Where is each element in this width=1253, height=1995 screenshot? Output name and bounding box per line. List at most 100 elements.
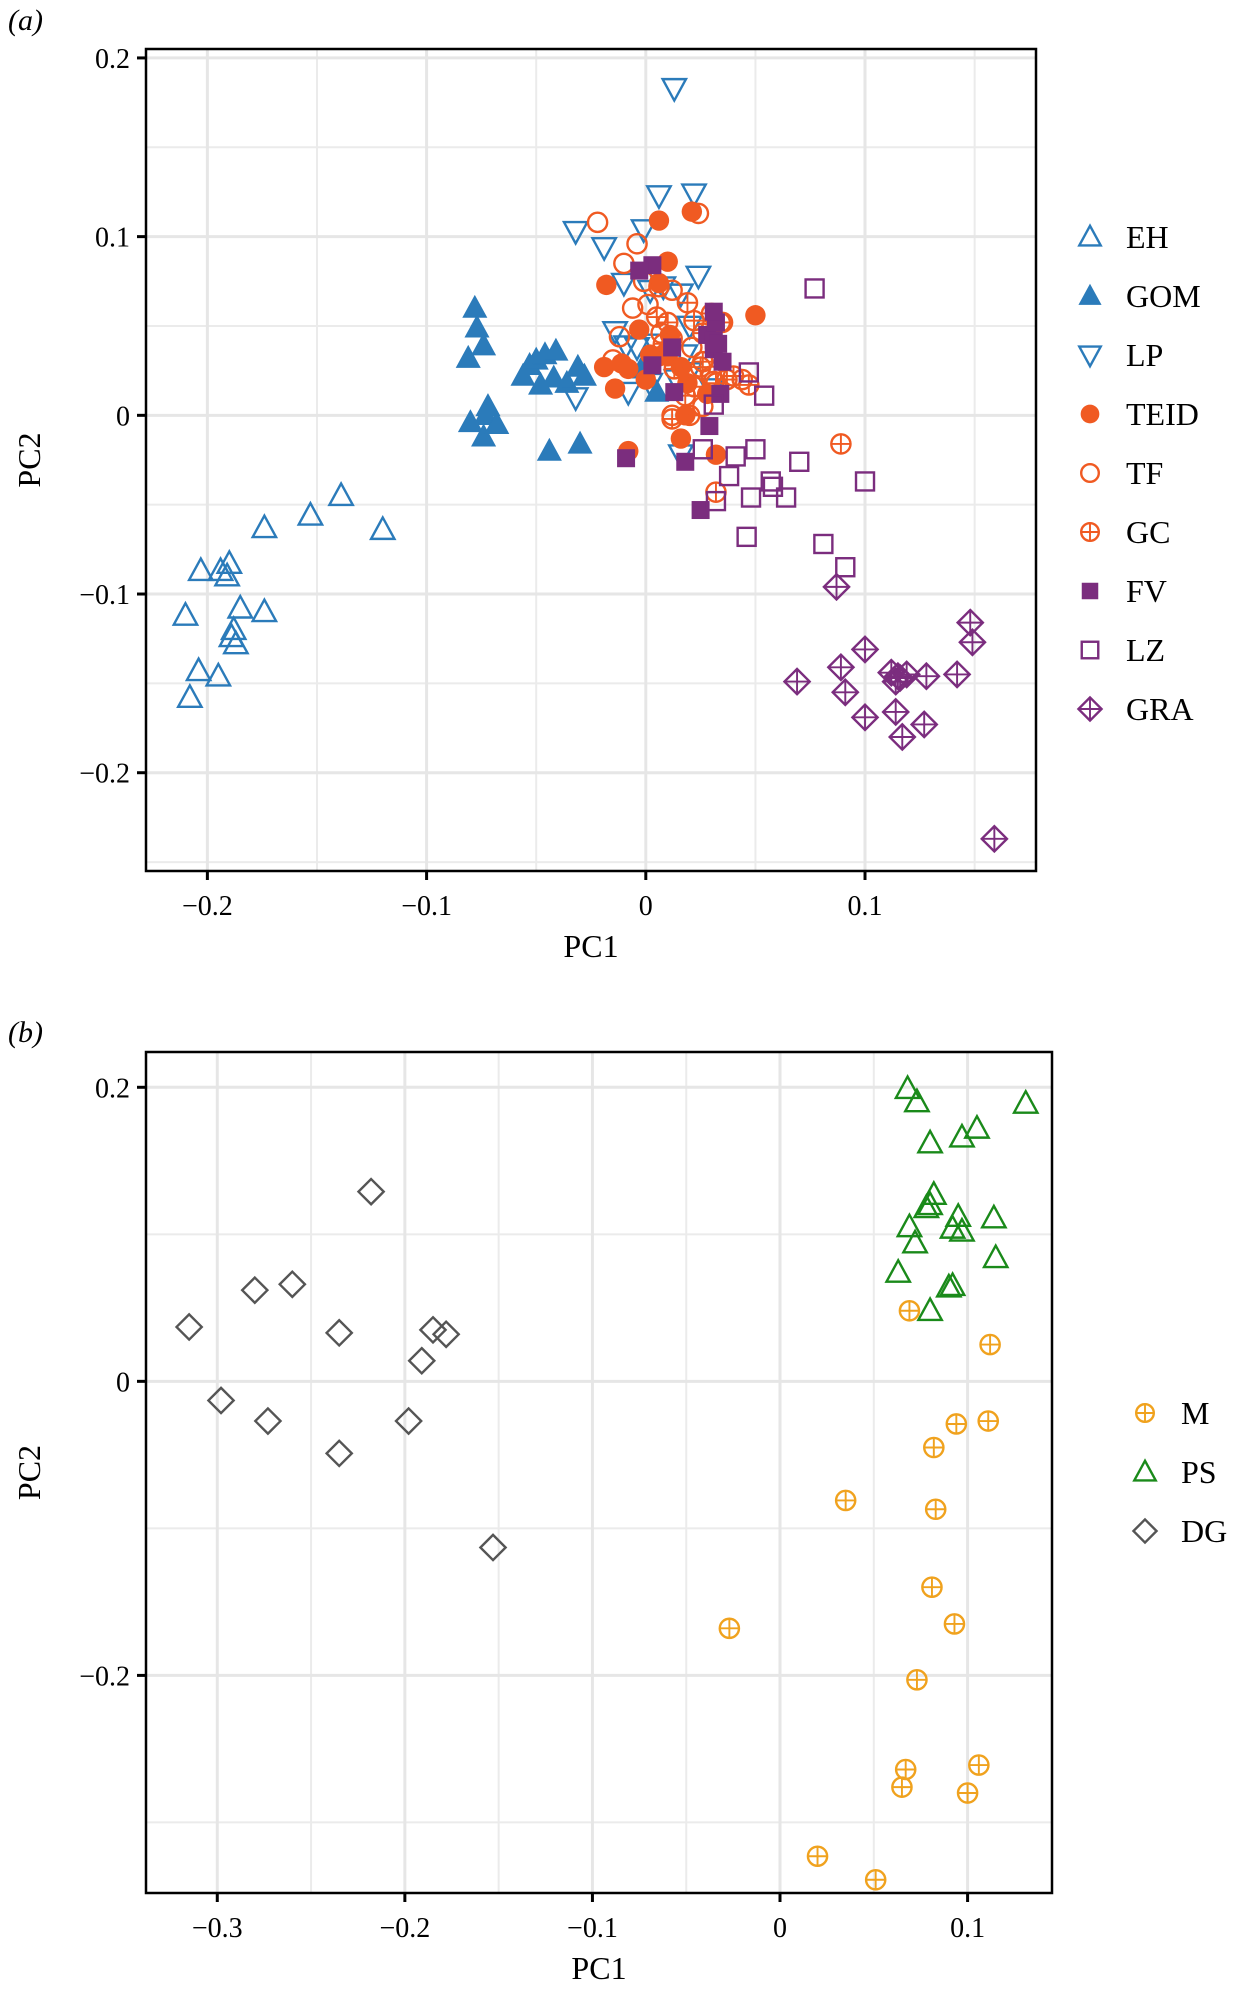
data-point-dg	[278, 1270, 307, 1299]
data-point-gra	[942, 660, 972, 689]
data-point-dg	[394, 1406, 423, 1436]
data-point-gom	[455, 344, 481, 368]
data-point-ps	[938, 1271, 967, 1297]
x-tick-label: 0	[773, 1913, 787, 1944]
data-point-ps	[912, 1193, 941, 1219]
data-point-lz	[736, 526, 757, 548]
legend-marker-ps-icon	[1132, 1458, 1158, 1482]
data-point-gra	[850, 635, 880, 664]
panel-a-ticks: −0.2 −0.1 0 0.1 −0.2 −0.1 0 0.1 0.2	[79, 44, 882, 922]
data-point-gom	[536, 437, 562, 461]
data-point-lz	[835, 557, 856, 578]
data-point-teid	[604, 378, 626, 399]
panel-a-points	[171, 77, 1009, 854]
data-point-fv	[711, 384, 730, 403]
data-point-eh	[215, 548, 244, 575]
data-point-ps	[884, 1257, 912, 1283]
data-point-ps	[935, 1272, 963, 1298]
legend-marker-lp-icon	[1077, 345, 1103, 369]
data-point-eh	[171, 600, 200, 626]
data-point-ps	[920, 1179, 948, 1205]
legend-item-gra: GRA	[1076, 691, 1194, 727]
data-point-tf	[687, 202, 710, 225]
data-point-fv	[709, 334, 728, 353]
legend-marker-gra-icon	[1076, 695, 1104, 723]
data-point-lz	[760, 471, 781, 492]
legend-marker-teid-icon	[1080, 404, 1100, 424]
legend-item-m: M	[1134, 1395, 1209, 1431]
data-point-dg	[431, 1319, 461, 1349]
data-point-tf	[626, 232, 648, 255]
data-point-gc	[661, 408, 683, 430]
data-point-eh	[250, 597, 279, 623]
data-point-lp	[680, 183, 708, 209]
panel-a-x-axis-title: PC1	[563, 928, 618, 964]
x-tick-label: −0.1	[401, 891, 452, 922]
data-point-dg	[407, 1346, 437, 1376]
data-point-lz	[718, 465, 740, 487]
legend-label: GC	[1126, 514, 1170, 550]
data-point-gom	[471, 423, 497, 447]
data-point-eh	[219, 615, 248, 641]
data-point-m	[979, 1333, 1001, 1356]
data-point-gc	[645, 306, 668, 328]
legend-item-ps: PS	[1132, 1454, 1217, 1490]
data-point-m	[891, 1776, 913, 1798]
data-point-fv	[713, 352, 732, 371]
data-point-fv	[676, 452, 695, 471]
data-point-m	[924, 1498, 947, 1521]
x-tick-label: −0.1	[567, 1913, 618, 1944]
legend-item-gom: GOM	[1078, 278, 1201, 314]
data-point-eh	[296, 500, 325, 526]
panel-b-grid	[146, 1052, 1052, 1893]
data-point-gra	[830, 678, 860, 707]
data-point-teid	[681, 201, 703, 222]
data-point-lz	[745, 439, 766, 460]
data-point-ps	[893, 1074, 922, 1100]
data-point-fv	[691, 501, 710, 520]
data-point-teid	[635, 369, 657, 390]
legend-marker-gom-icon	[1078, 283, 1102, 305]
data-point-ps	[963, 1113, 991, 1139]
y-tick-label: −0.1	[79, 580, 130, 611]
y-tick-label: 0	[116, 401, 130, 432]
data-point-fv	[663, 338, 682, 357]
y-tick-label: 0.2	[95, 44, 130, 75]
data-point-lp	[645, 185, 673, 211]
data-point-tf	[650, 322, 672, 344]
data-point-tf	[602, 349, 624, 371]
data-point-m	[834, 1489, 857, 1512]
legend-label: M	[1181, 1395, 1209, 1431]
data-point-lp	[561, 387, 590, 413]
data-point-dg	[324, 1318, 354, 1348]
panel-b-points	[174, 1074, 1040, 1891]
panel-b-legend: M PS DG	[1131, 1395, 1227, 1549]
legend-label: EH	[1126, 219, 1169, 255]
y-tick-label: −0.2	[79, 1661, 130, 1692]
panel-a-label: (a)	[8, 4, 43, 37]
data-point-dg	[253, 1406, 283, 1436]
y-tick-label: −0.2	[79, 759, 130, 790]
x-tick-label: 0.1	[848, 891, 883, 922]
data-point-ps	[948, 1216, 976, 1242]
data-point-fv	[665, 383, 684, 402]
data-point-lp	[684, 265, 713, 291]
data-point-tf	[586, 211, 609, 234]
x-tick-label: 0.1	[950, 1913, 985, 1944]
data-point-ps	[948, 1122, 976, 1148]
data-point-eh	[250, 513, 279, 539]
data-point-gra	[826, 652, 856, 682]
data-point-lz	[804, 278, 825, 299]
data-point-m	[977, 1410, 1000, 1432]
data-point-lp	[660, 77, 689, 104]
panel-b-ticks: −0.3 −0.2 −0.1 0 0.1 −0.2 0 0.2	[79, 1073, 985, 1944]
data-point-lp	[561, 220, 590, 247]
plot-background	[146, 49, 1036, 871]
panel-b: (b) −0.3 −0.2 −0.1 0 0.1 −0.2 0 0.2 PC1 PC2 M PS…	[8, 1016, 1227, 1986]
data-point-eh	[204, 661, 233, 687]
data-point-lz	[738, 362, 760, 383]
data-point-gom	[567, 430, 593, 454]
panel-a-frame	[144, 47, 1038, 873]
data-point-gc	[663, 358, 686, 380]
